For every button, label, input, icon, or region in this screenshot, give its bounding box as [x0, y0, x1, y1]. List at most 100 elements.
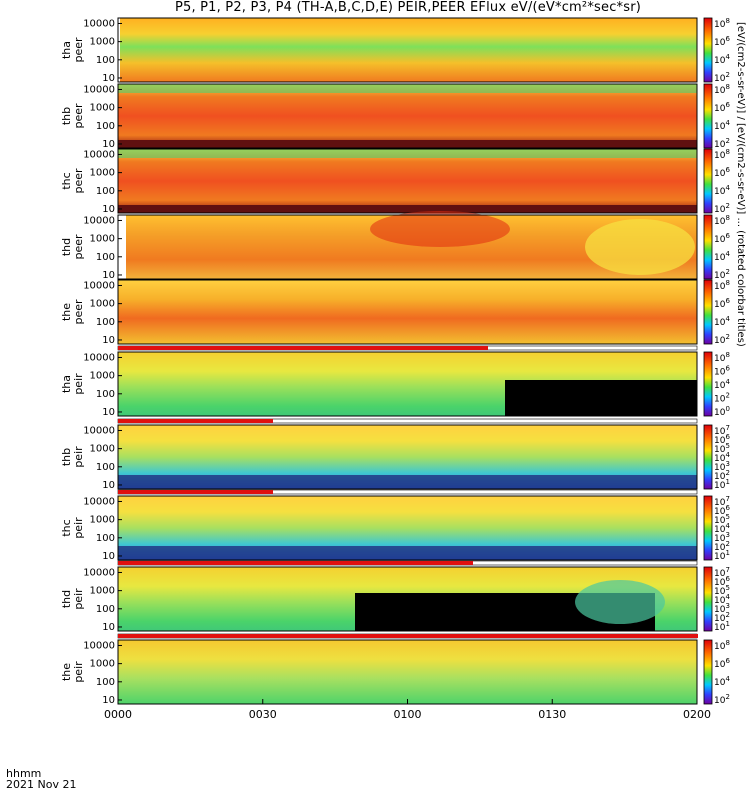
low-energy-band [118, 475, 697, 489]
colorbar [703, 17, 713, 83]
y-tick-label: 10 [102, 695, 115, 706]
colorbar-tick-label: 102 [714, 392, 730, 405]
y-tick-label: 10 [102, 204, 115, 215]
panel-frame [117, 148, 698, 214]
colorbar [703, 495, 713, 561]
dark-band [118, 205, 697, 213]
colorbar-tick-label: 104 [714, 378, 730, 391]
no-data-gap [118, 18, 120, 82]
y-tick-label: 10 [102, 622, 115, 633]
y-tick-label: 100 [96, 604, 115, 615]
colorbar-tick-label: 106 [714, 166, 730, 179]
colorbar [703, 424, 713, 490]
panel-frame [117, 495, 698, 561]
y-tick-label: 10000 [83, 567, 115, 578]
y-tick-label: 100 [96, 533, 115, 544]
y-tick-label: 1000 [90, 371, 115, 382]
flag-strip-red [118, 419, 273, 423]
y-tick-label: 10000 [83, 84, 115, 95]
y-axis-label: the [60, 303, 73, 321]
panel-frame [117, 83, 698, 149]
x-axis-label-date: 2021 Nov 21 [6, 778, 77, 791]
x-axis-label: hhmm 2021 Nov 21 [6, 768, 76, 790]
colorbar-units-label: [eV/(cm2-s-sr-eV)] / [eV/(cm2-s-sr-eV)] … [735, 22, 746, 347]
y-tick-label: 100 [96, 252, 115, 263]
x-tick-label: 0200 [683, 708, 711, 721]
y-tick-label: 10000 [83, 352, 115, 363]
y-tick-label: 1000 [90, 659, 115, 670]
x-tick-label: 0000 [104, 708, 132, 721]
y-tick-label: 10 [102, 407, 115, 418]
colorbar-tick-label: 104 [714, 53, 730, 66]
y-tick-label: 100 [96, 55, 115, 66]
colorbar-tick-label: 104 [714, 184, 730, 197]
y-tick-label: 10000 [83, 496, 115, 507]
colorbar-tick-label: 106 [714, 232, 730, 245]
flag-strip-red [118, 490, 273, 494]
y-tick-label: 10 [102, 139, 115, 150]
colorbar-tick-label: 106 [714, 101, 730, 114]
panel-frame [117, 424, 698, 490]
heatmap-body [118, 149, 697, 213]
panel-frame [117, 351, 698, 417]
panel-frame [117, 17, 698, 83]
y-axis-label: thd [60, 238, 73, 256]
y-tick-label: 100 [96, 462, 115, 473]
colorbar-tick-label: 108 [714, 639, 730, 652]
green-band [118, 84, 697, 93]
heatmap-body [118, 640, 697, 704]
colorbar [703, 83, 713, 149]
x-tick-label: 0100 [394, 708, 422, 721]
y-tick-label: 10 [102, 480, 115, 491]
colorbar-tick-label: 106 [714, 657, 730, 670]
y-tick-label: 1000 [90, 515, 115, 526]
y-axis-label: thb [60, 107, 73, 125]
heatmap-body [118, 280, 697, 344]
yellow-region [585, 219, 695, 275]
y-axis-label: the [60, 663, 73, 681]
no-data-gap [118, 215, 126, 279]
colorbar-tick-label: 106 [714, 365, 730, 378]
y-tick-label: 10 [102, 335, 115, 346]
colorbar-tick-label: 104 [714, 250, 730, 263]
colorbar-tick-label: 102 [714, 333, 730, 346]
y-axis-label: peer [72, 168, 85, 194]
y-tick-label: 10 [102, 73, 115, 84]
y-axis-label: peer [72, 37, 85, 63]
colorbar-tick-label: 100 [714, 405, 730, 418]
y-tick-label: 10000 [83, 425, 115, 436]
red-region [370, 211, 510, 247]
chart-title: P5, P1, P2, P3, P4 (TH-A,B,C,D,E) PEIR,P… [174, 0, 642, 15]
y-axis-label: tha [60, 375, 73, 393]
colorbar [703, 279, 713, 345]
y-tick-label: 100 [96, 389, 115, 400]
y-tick-label: 10000 [83, 215, 115, 226]
x-tick-label: 0030 [249, 708, 277, 721]
colorbar [703, 639, 713, 705]
y-axis-label: tha [60, 41, 73, 59]
panel-frame [117, 566, 698, 632]
colorbar [703, 148, 713, 214]
y-tick-label: 10000 [83, 149, 115, 160]
y-axis-label: thb [60, 448, 73, 466]
x-axis-label-time: hhmm [6, 767, 42, 780]
colorbar-tick-label: 108 [714, 83, 730, 96]
colorbar-tick-label: 108 [714, 351, 730, 364]
y-tick-label: 100 [96, 121, 115, 132]
y-tick-label: 1000 [90, 299, 115, 310]
panel-the-peir: 10000 1000 100 10 the peir 108 106 104 102 [60, 633, 730, 706]
flag-strip-red [118, 346, 488, 350]
y-tick-label: 1000 [90, 168, 115, 179]
y-axis-label: peir [72, 588, 85, 610]
colorbar-tick-label: 104 [714, 119, 730, 132]
panel-frame [117, 279, 698, 345]
y-tick-label: 10000 [83, 280, 115, 291]
